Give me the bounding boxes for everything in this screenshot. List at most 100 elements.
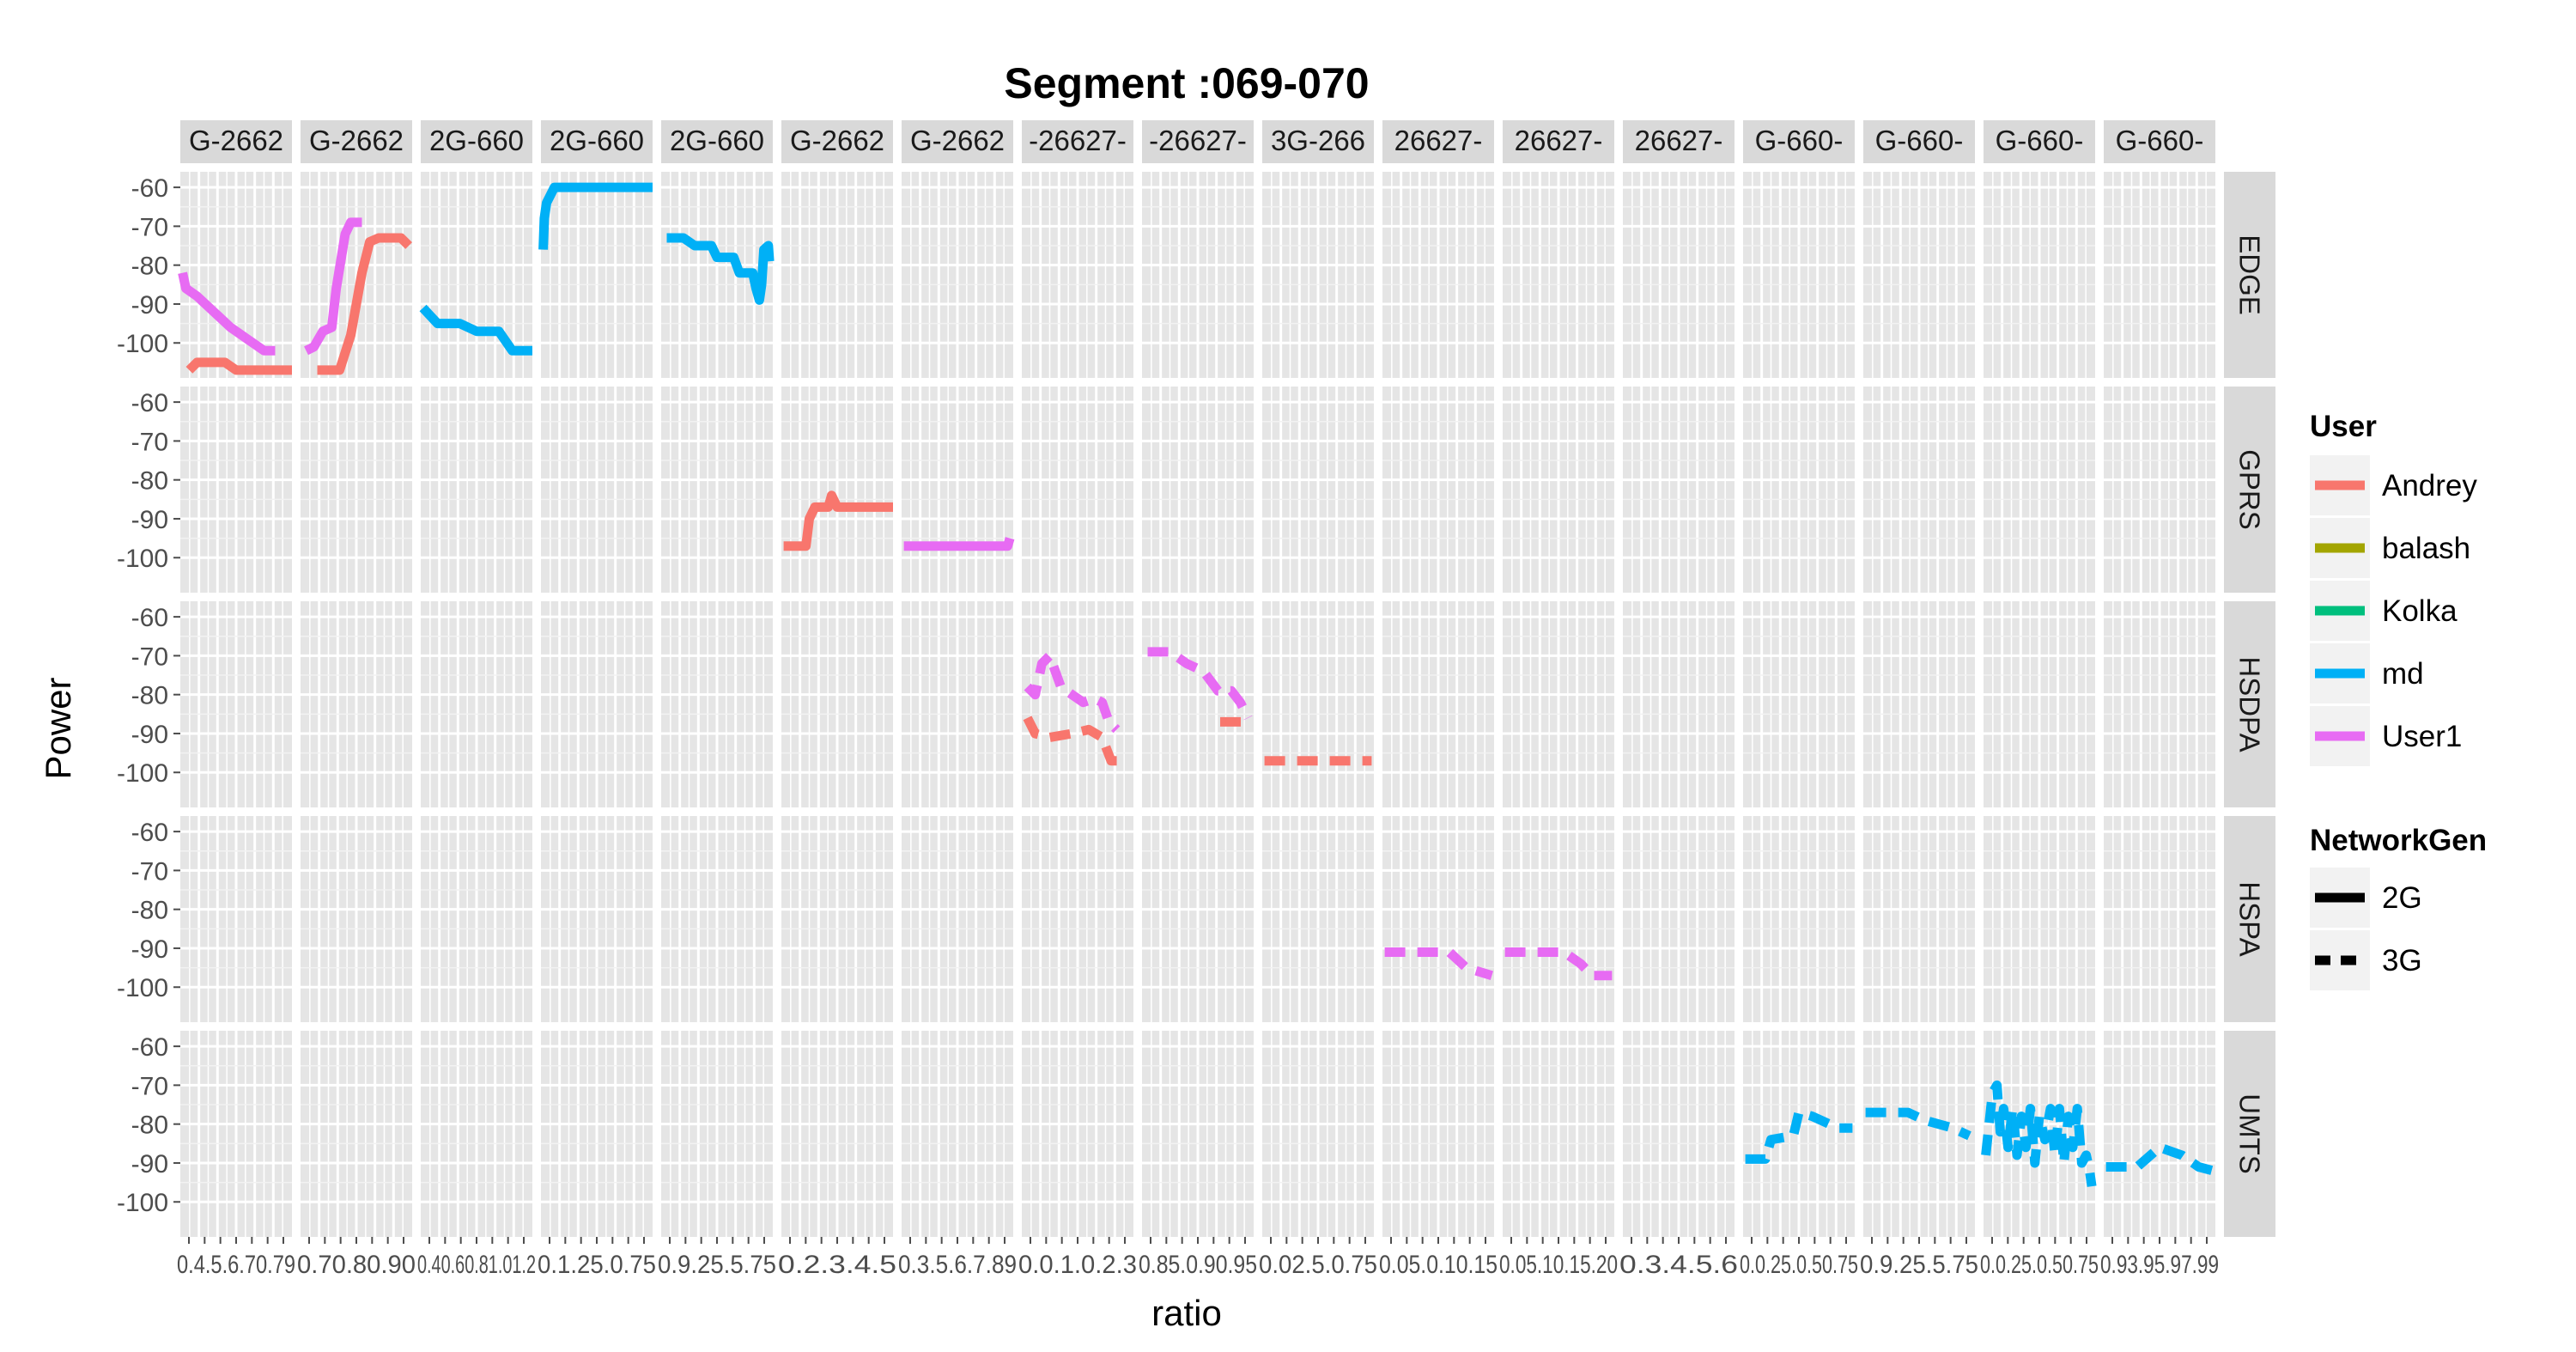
- x-tick-label: 0.4.5.6.70.79: [177, 1251, 295, 1279]
- y-tick-label: -80: [131, 1111, 168, 1140]
- x-tick-label: 0.70.80.90: [297, 1251, 416, 1279]
- column-strip: [1382, 120, 1494, 163]
- facet-strips: G-2662 G-2662 2G-660 2G-660 2G-660 G-2662 G-26…: [180, 120, 2275, 1237]
- column-strip: [1503, 120, 1614, 163]
- row-strip-label: HSPA: [2234, 881, 2266, 956]
- column-strip-label: 26627-: [1635, 125, 1723, 156]
- series-line-md: [538, 182, 653, 250]
- x-tick-label: 0.05.10.15.20: [1499, 1251, 1618, 1279]
- series-line-user1: [178, 271, 276, 356]
- column-strip: [1142, 120, 1254, 163]
- column-strip-label: 26627-: [1394, 125, 1483, 156]
- y-tick-label: -90: [131, 506, 168, 534]
- legend-user-label: User1: [2382, 720, 2462, 753]
- legend-networkgen-label: 2G: [2382, 881, 2422, 915]
- series-line-andrey: [317, 233, 412, 375]
- series-line-md: [1981, 1080, 2097, 1187]
- legend-user-label: Kolka: [2382, 594, 2458, 628]
- y-tick-label: -90: [131, 935, 168, 964]
- x-tick-label: 0.85.0.90.95: [1139, 1251, 1257, 1279]
- row-strip: [2224, 816, 2275, 1022]
- series-line-md: [419, 304, 532, 356]
- column-strip: [661, 120, 773, 163]
- series-line-user1: [1024, 650, 1121, 734]
- y-tick-label: -100: [117, 759, 168, 788]
- column-strip-label: G-660-: [2116, 125, 2204, 156]
- column-strip-label: G-2662: [910, 125, 1005, 156]
- row-strip: [2224, 1031, 2275, 1237]
- y-tick-label: -100: [117, 545, 168, 573]
- legend-user-title: User: [2310, 410, 2377, 443]
- x-tick-label: 0.0.25.0.50.75: [1980, 1251, 2099, 1279]
- x-tick-label: 0.9.25.5.75: [658, 1251, 776, 1279]
- column-strip-label: 26627-: [1515, 125, 1603, 156]
- column-strip: [1262, 120, 1374, 163]
- y-tick-label: -80: [131, 253, 168, 281]
- row-strip: [2224, 601, 2275, 807]
- column-strip-label: 2G-660: [429, 125, 524, 156]
- y-tick-label: -90: [131, 721, 168, 749]
- x-tick-label: 0.0.25.0.50.75: [1740, 1251, 1858, 1279]
- row-strip-label: UMTS: [2234, 1093, 2266, 1174]
- y-tick-label: -70: [131, 857, 168, 886]
- y-tick-label: -90: [131, 1150, 168, 1178]
- x-tick-label: 0.93.95.97.99: [2100, 1251, 2219, 1279]
- axes: -60 -70 -80 -90 -100 -60 -70 -80 -90 -100 -60 -70 -8…: [117, 174, 2219, 1279]
- x-axis-title: ratio: [1151, 1293, 1222, 1333]
- column-strip: [781, 120, 893, 163]
- y-tick-label: -70: [131, 428, 168, 456]
- row-strip: [2224, 172, 2275, 378]
- column-strip-label: G-2662: [309, 125, 404, 156]
- column-strip: [2104, 120, 2215, 163]
- row-strip-label: EDGE: [2234, 234, 2266, 315]
- chart-title: Segment :069-070: [1004, 59, 1369, 107]
- column-strip-label: -26627-: [1149, 125, 1247, 156]
- x-tick-label: 0.3.4.5.6: [1619, 1251, 1738, 1279]
- legend-user-label: md: [2382, 657, 2424, 691]
- y-tick-label: -60: [131, 604, 168, 632]
- column-strip: [902, 120, 1013, 163]
- legend-networkgen-title: NetworkGen: [2310, 824, 2487, 857]
- column-strip: [1022, 120, 1133, 163]
- x-tick-label: 0.2.3.4.5: [778, 1251, 896, 1279]
- column-strip: [301, 120, 412, 163]
- series-line-andrey: [1023, 716, 1128, 766]
- column-strip: [1623, 120, 1735, 163]
- series-line-user1: [304, 217, 362, 356]
- y-tick-label: -80: [131, 682, 168, 710]
- column-strip: [1863, 120, 1975, 163]
- y-tick-label: -60: [131, 174, 168, 203]
- column-strip-label: G-2662: [189, 125, 283, 156]
- column-strip-label: G-660-: [1875, 125, 1964, 156]
- x-tick-label: 0.40.60.81.01.2: [417, 1251, 536, 1279]
- column-strip: [1743, 120, 1855, 163]
- column-strip-label: 3G-266: [1271, 125, 1365, 156]
- row-strip-label: GPRS: [2234, 449, 2266, 530]
- y-tick-label: -90: [131, 291, 168, 320]
- y-tick-label: -70: [131, 1072, 168, 1100]
- y-tick-label: -80: [131, 897, 168, 925]
- y-tick-label: -60: [131, 819, 168, 847]
- legend-user-label: balash: [2382, 532, 2470, 565]
- legend-user-label: Andrey: [2382, 469, 2477, 502]
- y-tick-label: -100: [117, 330, 168, 358]
- x-tick-label: 0.1.25.0.75: [538, 1251, 656, 1279]
- column-strip: [1984, 120, 2095, 163]
- column-strip: [421, 120, 532, 163]
- y-tick-label: -80: [131, 467, 168, 496]
- column-strip-label: -26627-: [1029, 125, 1127, 156]
- series-line-andrey: [185, 357, 292, 375]
- column-strip-label: 2G-660: [670, 125, 764, 156]
- x-tick-label: 0.02.5.0.75: [1259, 1251, 1377, 1279]
- series-line-user1: [1504, 947, 1613, 981]
- series-line-user1: [1384, 947, 1494, 980]
- data-series: [178, 182, 2215, 1187]
- row-strip: [2224, 387, 2275, 593]
- series-line-md: [1745, 1107, 1853, 1164]
- x-tick-label: 0.9.25.5.75: [1860, 1251, 1978, 1279]
- y-tick-label: -60: [131, 1033, 168, 1062]
- column-strip-label: G-660-: [1996, 125, 2084, 156]
- series-line-andrey: [783, 490, 893, 551]
- y-axis-title: Power: [38, 677, 78, 779]
